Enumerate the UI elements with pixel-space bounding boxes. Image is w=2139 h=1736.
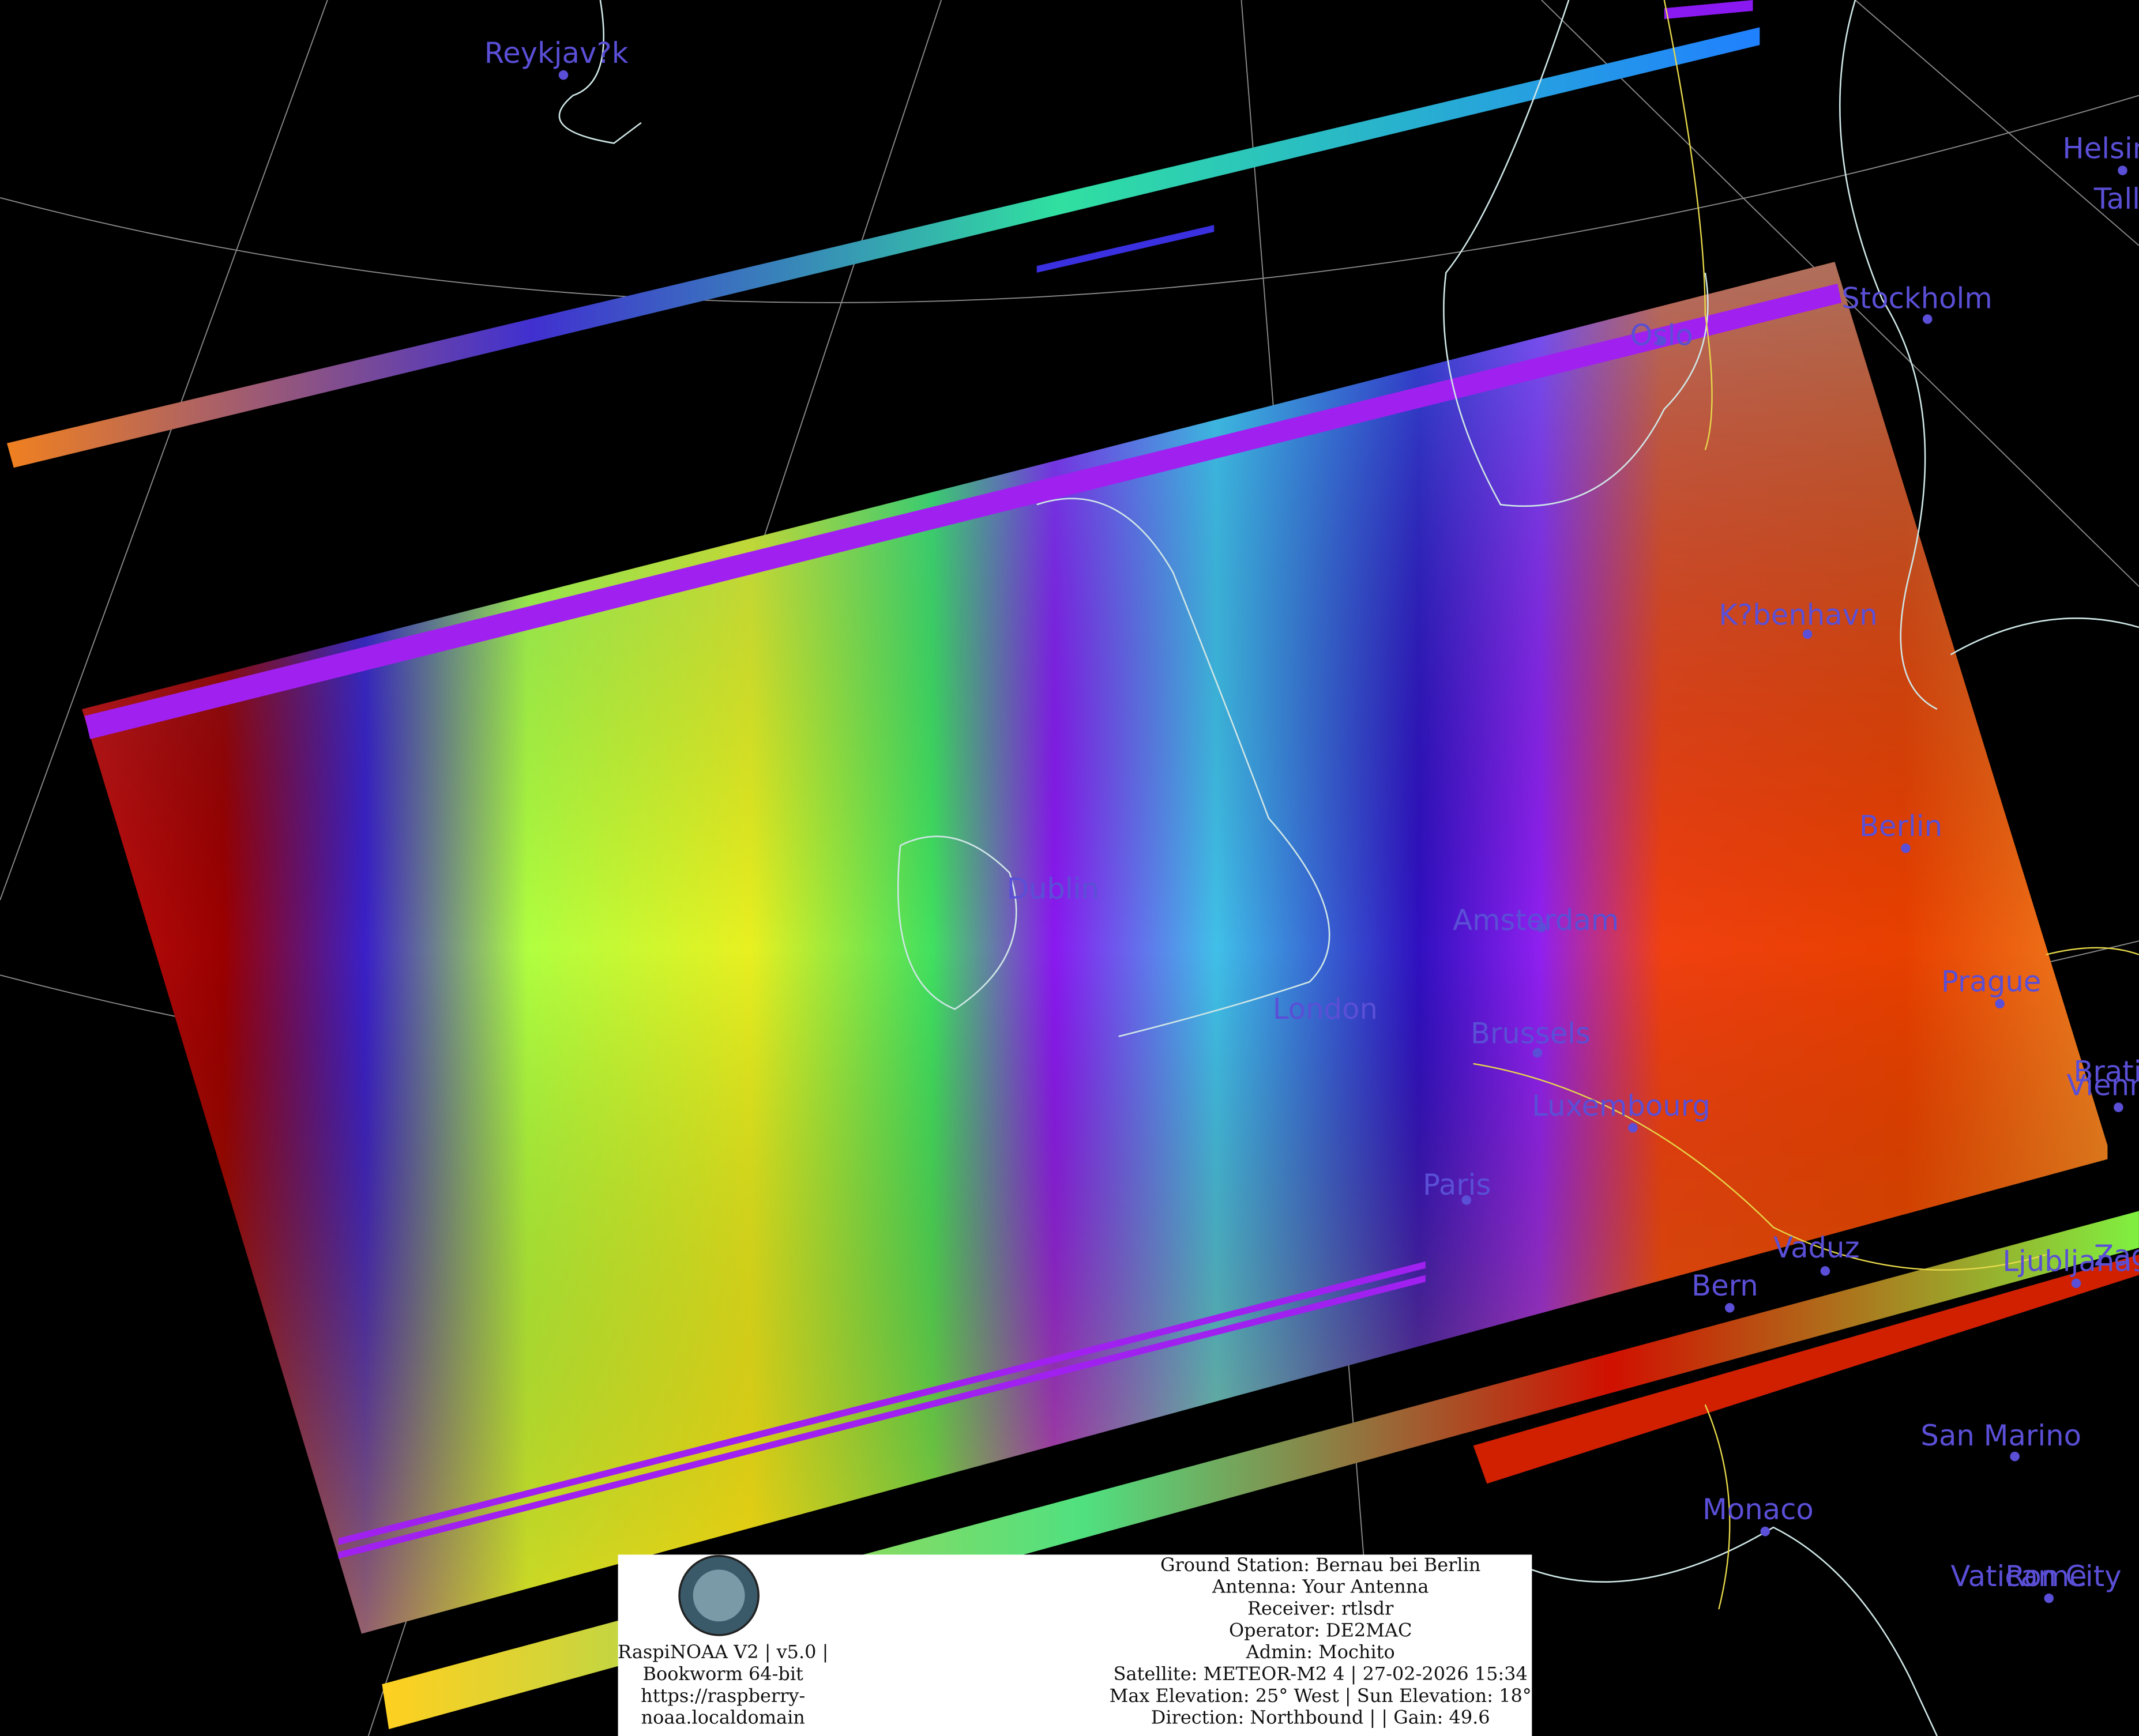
city-dot xyxy=(1802,629,1813,639)
city-label: Paris xyxy=(1423,1168,1491,1202)
info-left-line: Bookworm 64-bit xyxy=(643,1663,804,1685)
info-right-line: Max Elevation: 25° West | Sun Elevation:… xyxy=(1110,1685,1532,1707)
info-right-line: Ground Station: Bernau bei Berlin xyxy=(1160,1554,1480,1576)
city-dot xyxy=(1628,1123,1638,1133)
city-dot xyxy=(1532,1048,1543,1058)
city-dot xyxy=(1820,1266,1830,1276)
info-right-line: Satellite: METEOR-M2 4 | 27-02-2026 15:3… xyxy=(1114,1663,1528,1685)
city-label: Ljubljana xyxy=(2002,1244,2132,1278)
city-label: Brussels xyxy=(1471,1016,1591,1050)
city-label: Amsterdam xyxy=(1453,903,1619,937)
city-dot xyxy=(2044,1593,2054,1603)
city-label: London xyxy=(1273,992,1378,1026)
city-label: Zagreb xyxy=(2094,1239,2139,1272)
city-label: Dublin xyxy=(1007,872,1099,906)
logo-globe xyxy=(693,1569,745,1622)
city-label: K?benhavn xyxy=(1719,598,1877,631)
city-dot xyxy=(1760,1526,1770,1537)
city-label: Oslo xyxy=(1630,318,1693,352)
city-label: Rome xyxy=(2005,1560,2087,1593)
city-dot xyxy=(2114,1102,2123,1112)
imagery xyxy=(6,0,2139,1730)
city-dot xyxy=(2010,1451,2020,1462)
city-label: Prague xyxy=(1941,965,2041,999)
city-label: Vatican City xyxy=(1950,1560,2121,1593)
city-dot xyxy=(1461,1195,1472,1205)
city-label: Tallinn xyxy=(2093,182,2139,216)
city-label: Berlin xyxy=(1859,809,1942,843)
info-background xyxy=(618,1554,1532,1736)
city-label: Helsinki xyxy=(2062,131,2139,165)
city-label: Bratislava xyxy=(2073,1055,2139,1089)
info-right-line: Admin: Mochito xyxy=(1246,1641,1395,1663)
city-dot xyxy=(2071,1278,2081,1289)
city-dot xyxy=(1922,314,1933,324)
city-dot xyxy=(1995,999,2005,1009)
borders xyxy=(1473,0,2139,1610)
city-dot xyxy=(1536,922,1547,932)
city-label: Vienna xyxy=(2067,1068,2139,1102)
city-dot xyxy=(558,70,569,80)
info-panel: RaspiNOAA V2 | v5.0 |Bookworm 64-bithttp… xyxy=(618,1554,1532,1736)
info-left-line: RaspiNOAA V2 | v5.0 | xyxy=(618,1641,828,1663)
info-right-line: Operator: DE2MAC xyxy=(1229,1619,1412,1641)
city-dot xyxy=(1725,1303,1735,1313)
city-label: Stockholm xyxy=(1841,282,1992,315)
city-dot xyxy=(1656,336,1667,346)
city-label: San Marino xyxy=(1920,1419,2081,1452)
info-left-line: https://raspberry- xyxy=(641,1685,805,1707)
city-label: Reykjav?k xyxy=(484,36,629,70)
city-label: Bern xyxy=(1691,1269,1758,1302)
city-label: Vaduz xyxy=(1773,1231,1860,1264)
city-labels: Reykjav?k Helsinki Tallinn Stockholm Oslo K?b… xyxy=(484,36,2139,1603)
city-label: Monaco xyxy=(1702,1493,1814,1526)
city-label: Luxembourg xyxy=(1532,1089,1710,1123)
info-left-line: noaa.localdomain xyxy=(641,1707,805,1729)
info-right-line: Direction: Northbound | | Gain: 49.6 xyxy=(1151,1707,1490,1729)
city-dot xyxy=(2118,165,2127,175)
info-right-line: Antenna: Your Antenna xyxy=(1212,1576,1428,1598)
info-right-line: Receiver: rtlsdr xyxy=(1247,1597,1394,1619)
city-dot xyxy=(1901,843,1911,853)
coastlines xyxy=(558,0,2139,1736)
